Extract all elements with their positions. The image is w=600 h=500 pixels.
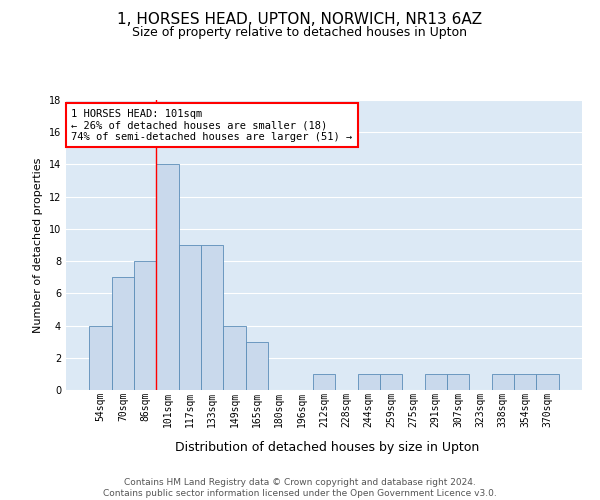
Bar	[223, 326, 246, 390]
Bar	[112, 277, 134, 390]
Bar	[201, 245, 223, 390]
Text: Contains HM Land Registry data © Crown copyright and database right 2024.
Contai: Contains HM Land Registry data © Crown c…	[103, 478, 497, 498]
Bar	[380, 374, 402, 390]
Bar	[447, 374, 469, 390]
Bar	[246, 342, 268, 390]
Bar	[89, 326, 112, 390]
Y-axis label: Number of detached properties: Number of detached properties	[33, 158, 43, 332]
Bar	[491, 374, 514, 390]
Text: 1, HORSES HEAD, UPTON, NORWICH, NR13 6AZ: 1, HORSES HEAD, UPTON, NORWICH, NR13 6AZ	[118, 12, 482, 28]
Bar	[425, 374, 447, 390]
Bar	[514, 374, 536, 390]
Bar	[179, 245, 201, 390]
Bar	[134, 261, 157, 390]
Bar	[157, 164, 179, 390]
Bar	[536, 374, 559, 390]
Text: 1 HORSES HEAD: 101sqm
← 26% of detached houses are smaller (18)
74% of semi-deta: 1 HORSES HEAD: 101sqm ← 26% of detached …	[71, 108, 352, 142]
Bar	[358, 374, 380, 390]
Text: Size of property relative to detached houses in Upton: Size of property relative to detached ho…	[133, 26, 467, 39]
Text: Distribution of detached houses by size in Upton: Distribution of detached houses by size …	[175, 441, 479, 454]
Bar	[313, 374, 335, 390]
